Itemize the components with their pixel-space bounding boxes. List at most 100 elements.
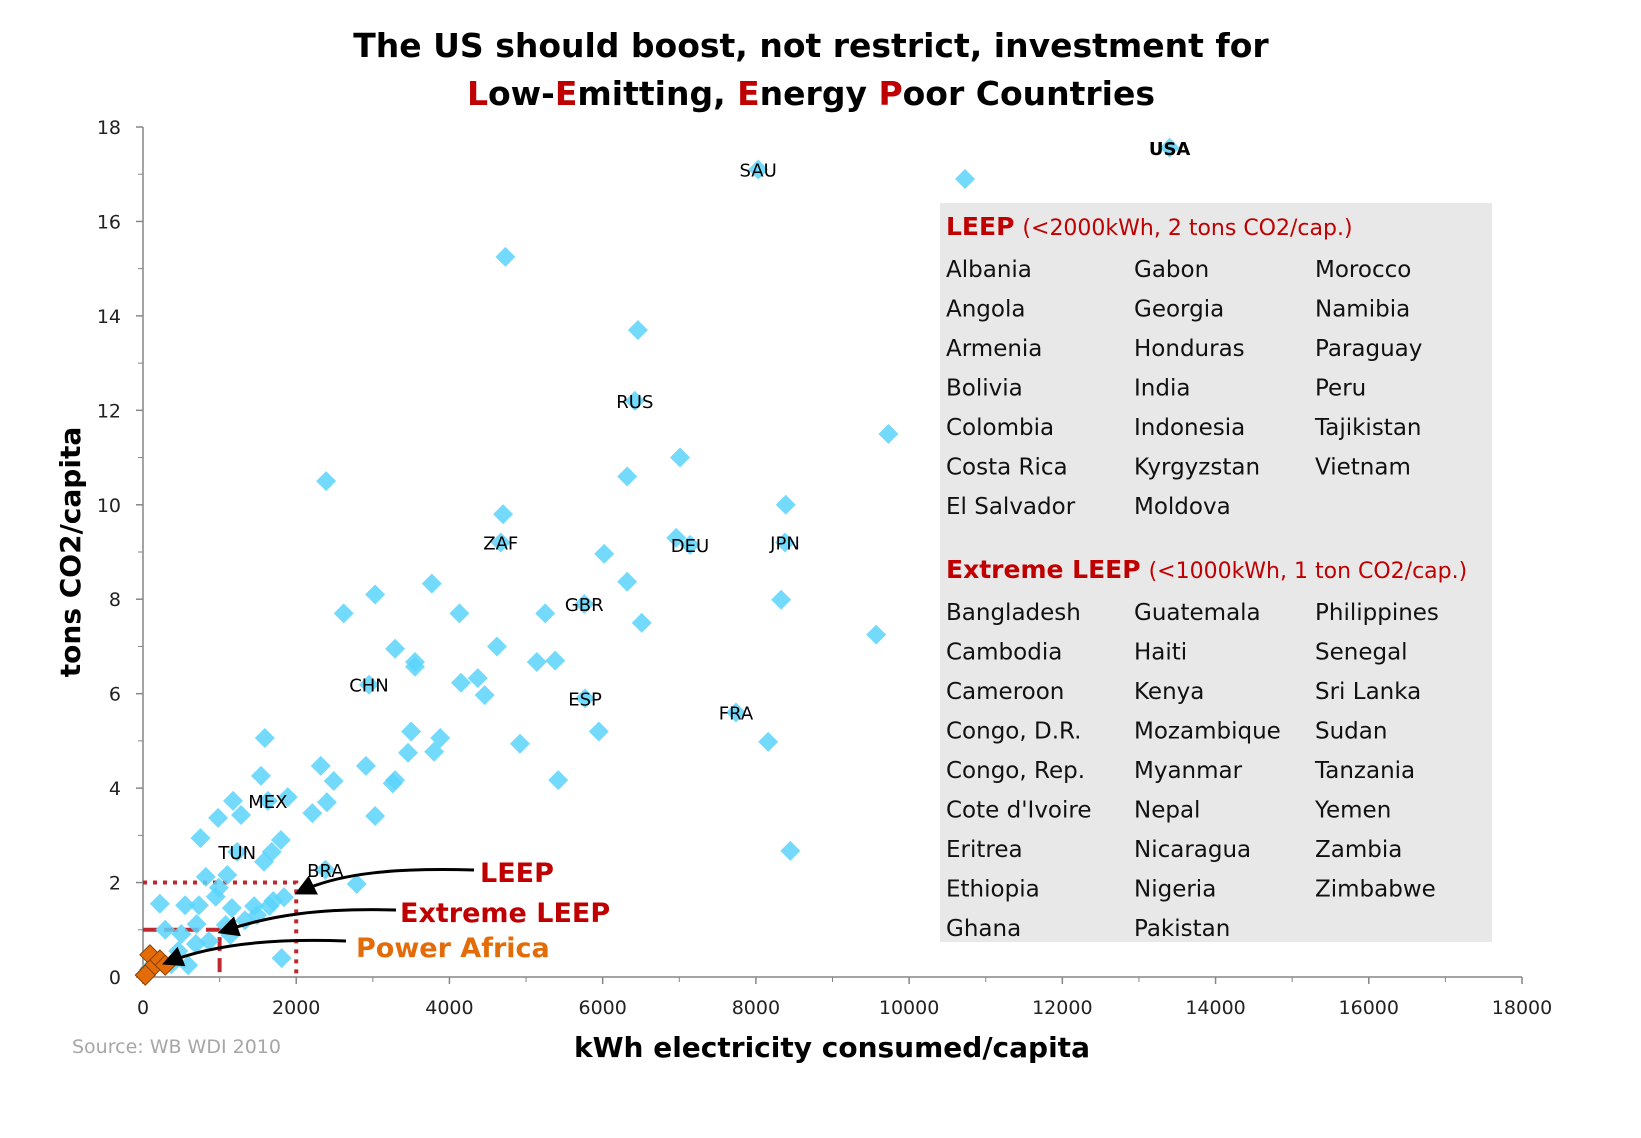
data-point — [155, 919, 176, 940]
data-point — [175, 895, 196, 916]
data-point — [725, 702, 746, 723]
data-point — [775, 532, 796, 553]
data-point — [355, 755, 376, 776]
legend-country: Colombia — [946, 415, 1054, 441]
data-point — [535, 603, 556, 624]
legend-country: Tanzania — [1314, 758, 1415, 784]
data-point — [780, 840, 801, 861]
data-point — [588, 721, 609, 742]
legend-country: Mozambique — [1134, 719, 1281, 745]
chart-title-line2: Low-Emitting, Energy Poor Countries — [467, 74, 1155, 113]
data-point — [474, 685, 495, 706]
data-point — [680, 534, 701, 555]
data-point — [421, 573, 442, 594]
y-tick-label: 16 — [97, 211, 121, 233]
legend-country: Bolivia — [946, 376, 1023, 402]
data-point — [866, 624, 887, 645]
extreme-criteria: (<1000kWh, 1 ton CO2/cap.) — [1149, 559, 1468, 584]
x-tick-label: 14000 — [1185, 997, 1245, 1019]
y-tick-label: 0 — [109, 967, 121, 989]
legend-country: Namibia — [1315, 297, 1410, 323]
legend-country: India — [1134, 376, 1190, 402]
data-point — [1159, 137, 1180, 158]
data-point — [315, 859, 336, 880]
data-point — [627, 320, 648, 341]
legend-country: Morocco — [1315, 257, 1411, 283]
data-point — [495, 246, 516, 267]
title-segment: E — [737, 74, 760, 113]
legend-country: Senegal — [1315, 640, 1408, 666]
legend-country: Cote d'Ivoire — [946, 798, 1092, 824]
legend-country: Georgia — [1134, 297, 1224, 323]
legend-country: Bangladesh — [946, 600, 1081, 626]
point-label: ZAF — [483, 534, 518, 555]
data-point — [365, 584, 386, 605]
annotation-label: Extreme LEEP — [400, 898, 610, 929]
annotation-arrow — [217, 908, 397, 937]
y-tick-label: 2 — [109, 873, 121, 895]
extreme-heading: Extreme LEEP — [946, 555, 1141, 584]
y-tick-label: 10 — [97, 495, 121, 517]
x-tick-label: 12000 — [1032, 997, 1092, 1019]
legend-country: Pakistan — [1134, 916, 1230, 942]
data-point — [270, 830, 291, 851]
legend-country: Ethiopia — [946, 877, 1040, 903]
data-point — [526, 652, 547, 673]
legend-country: Nigeria — [1134, 877, 1216, 903]
data-point — [223, 790, 244, 811]
title-segment: E — [555, 74, 578, 113]
data-point — [666, 527, 687, 548]
data-point — [208, 877, 229, 898]
legend-country: Ghana — [946, 916, 1021, 942]
data-point — [227, 841, 248, 862]
annotation-label: Power Africa — [356, 933, 550, 964]
legend-country: Kyrgyzstan — [1134, 455, 1260, 481]
data-point — [624, 390, 645, 411]
data-point — [271, 948, 292, 969]
title-segment: oor Countries — [903, 74, 1155, 113]
data-point — [323, 771, 344, 792]
data-point — [171, 924, 192, 945]
data-point — [748, 159, 769, 180]
y-tick-label: 14 — [97, 306, 121, 328]
legend-country: Peru — [1315, 376, 1366, 402]
data-point — [195, 866, 216, 887]
chart-title-line1: The US should boost, not restrict, inves… — [353, 26, 1269, 65]
data-point — [670, 447, 691, 468]
source-note: Source: WB WDI 2010 — [72, 1036, 281, 1058]
data-point — [217, 865, 238, 885]
data-point — [631, 612, 652, 633]
data-point — [316, 792, 337, 813]
legend-country: Nepal — [1134, 798, 1200, 824]
data-point — [185, 933, 206, 954]
legend-country: Albania — [946, 257, 1032, 283]
data-point — [346, 873, 367, 894]
legend-country: Sri Lanka — [1315, 679, 1421, 705]
title-segment: L — [467, 74, 488, 113]
data-point — [449, 603, 470, 624]
data-point — [244, 896, 265, 917]
legend-country: Armenia — [946, 336, 1042, 362]
legend-country: El Salvador — [946, 494, 1076, 520]
data-point — [771, 589, 792, 610]
legend-country: Haiti — [1134, 640, 1187, 666]
data-point — [385, 638, 406, 659]
y-tick-label: 8 — [109, 589, 121, 611]
data-point — [365, 805, 386, 826]
point-label: RUS — [616, 392, 653, 413]
legend-country: Sudan — [1315, 719, 1387, 745]
legend-country: Moldova — [1134, 494, 1231, 520]
legend-country: Cameroon — [946, 679, 1064, 705]
data-point — [486, 636, 507, 657]
legend-country: Yemen — [1314, 798, 1391, 824]
data-point — [198, 931, 219, 952]
data-point — [878, 423, 899, 444]
legend-country: Indonesia — [1134, 415, 1245, 441]
data-point — [302, 803, 323, 824]
legend-country: Cambodia — [946, 640, 1062, 666]
data-point — [955, 168, 976, 189]
leep-heading: LEEP — [946, 212, 1014, 241]
point-label: FRA — [719, 704, 754, 725]
data-point — [467, 668, 488, 689]
